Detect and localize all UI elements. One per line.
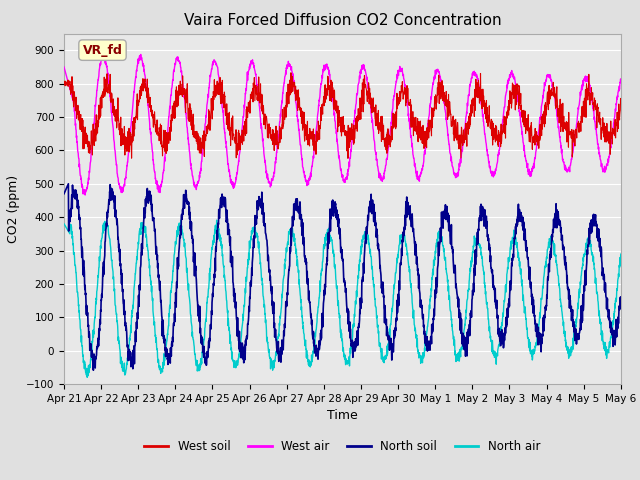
Title: Vaira Forced Diffusion CO2 Concentration: Vaira Forced Diffusion CO2 Concentration <box>184 13 501 28</box>
Y-axis label: CO2 (ppm): CO2 (ppm) <box>7 175 20 243</box>
Text: VR_fd: VR_fd <box>83 44 122 57</box>
Legend: West soil, West air, North soil, North air: West soil, West air, North soil, North a… <box>140 435 545 458</box>
X-axis label: Time: Time <box>327 409 358 422</box>
